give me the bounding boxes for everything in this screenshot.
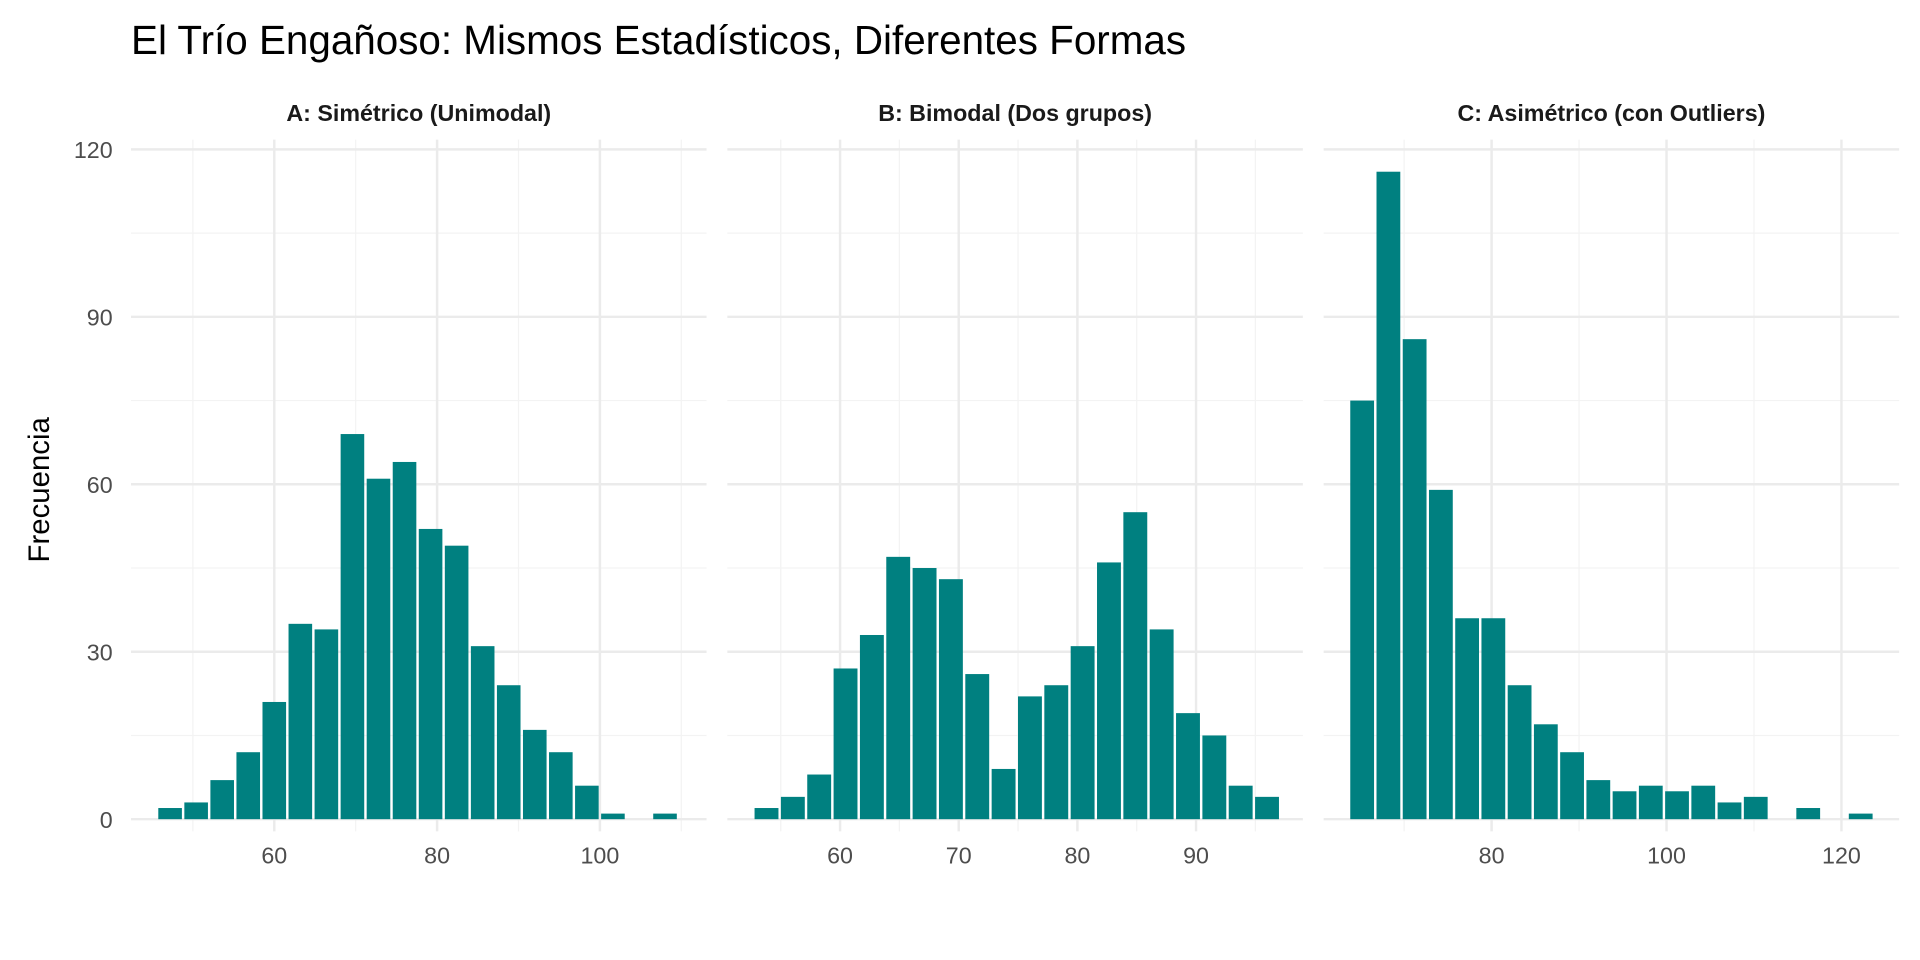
histogram-bar <box>1255 796 1279 820</box>
y-axis-label: Frecuencia <box>23 416 56 562</box>
histogram-bar <box>833 668 858 820</box>
histogram-bar <box>549 752 573 820</box>
x-tick-label: 60 <box>261 842 287 868</box>
panel-title: C: Asimétrico (con Outliers) <box>1457 100 1765 126</box>
histogram-bar <box>965 674 990 820</box>
histogram-bar <box>1176 713 1200 820</box>
histogram-bar <box>262 701 287 820</box>
x-tick-label: 120 <box>1822 842 1861 868</box>
x-tick-label: 100 <box>1647 842 1686 868</box>
histogram-bar <box>991 768 1016 820</box>
histogram-bar <box>1507 685 1532 820</box>
y-tick-label: 120 <box>74 137 113 163</box>
histogram-bar <box>886 556 911 820</box>
histogram-bar <box>1612 791 1637 820</box>
histogram-bar <box>653 813 677 820</box>
histogram-bar <box>1097 562 1121 820</box>
x-tick-label: 80 <box>1479 842 1505 868</box>
histogram-bar <box>912 568 937 820</box>
histogram-bar <box>1691 785 1716 820</box>
x-tick-label: 100 <box>580 842 619 868</box>
panel-a: A: Simétrico (Unimodal) 60 80 100 <box>131 100 707 868</box>
histogram-bar <box>366 478 391 820</box>
histogram-bar <box>210 780 234 820</box>
histogram-bar <box>522 729 547 820</box>
x-tick-label: 80 <box>1064 842 1090 868</box>
histogram-bar <box>392 461 417 820</box>
histogram-bar <box>340 434 365 820</box>
histogram-bar <box>754 808 779 820</box>
y-tick-label: 90 <box>87 304 113 330</box>
histogram-bar <box>859 634 884 820</box>
histogram-bar <box>1717 802 1742 820</box>
histogram-bar <box>807 774 832 820</box>
histogram-bar <box>314 629 339 820</box>
y-tick-label: 30 <box>87 639 113 665</box>
histogram-bar <box>1402 339 1427 820</box>
histogram-bar <box>184 802 208 820</box>
histogram-bar <box>1149 629 1174 820</box>
histogram-bar <box>1228 785 1253 820</box>
histogram-bar <box>601 813 625 820</box>
panel-title: A: Simétrico (Unimodal) <box>286 100 551 126</box>
panel-c: C: Asimétrico (con Outliers) 80 100 120 <box>1323 100 1900 868</box>
histogram-bar <box>1481 618 1506 820</box>
histogram-bar <box>575 785 599 820</box>
histogram-bar <box>288 623 313 820</box>
chart-title: El Trío Engañoso: Mismos Estadísticos, D… <box>131 17 1186 63</box>
histogram-bar <box>1743 796 1768 820</box>
histogram-bar <box>1202 735 1227 820</box>
panel-title: B: Bimodal (Dos grupos) <box>878 100 1152 126</box>
histogram-bar <box>158 808 182 820</box>
histogram-bar <box>1533 724 1558 820</box>
x-tick-label: 90 <box>1183 842 1209 868</box>
histogram-bar <box>418 528 443 820</box>
histogram-bar <box>1796 808 1821 820</box>
panel-b: B: Bimodal (Dos grupos) 60 70 80 90 <box>727 100 1303 868</box>
histogram-bar <box>1376 171 1401 820</box>
histogram-bar <box>496 685 521 820</box>
histogram-bar <box>1044 685 1069 820</box>
histogram-bar <box>1586 780 1611 820</box>
x-tick-label: 70 <box>946 842 972 868</box>
histogram-bar <box>1017 696 1042 820</box>
histogram-bar <box>1350 400 1375 820</box>
histogram-bar <box>444 545 469 820</box>
histogram-bar <box>1560 752 1584 820</box>
histogram-bar <box>1070 646 1095 820</box>
histogram-bar <box>1455 618 1480 820</box>
histogram-bar <box>470 646 495 820</box>
x-tick-label: 80 <box>424 842 450 868</box>
histogram-bar <box>1428 489 1453 820</box>
histogram-bar <box>780 796 805 820</box>
histogram-bar <box>938 579 963 820</box>
panels-group: 0 30 60 90 120 A: Simétrico (Unimodal) 60 80 100… <box>74 100 1900 868</box>
histogram-bar <box>1665 791 1689 820</box>
histogram-bar <box>1638 785 1663 820</box>
y-tick-label: 60 <box>87 472 113 498</box>
histogram-bar <box>236 752 261 820</box>
x-tick-label: 60 <box>827 842 853 868</box>
histogram-bar <box>1848 813 1873 820</box>
y-tick-label: 0 <box>100 807 113 833</box>
histogram-bar <box>1123 512 1148 820</box>
